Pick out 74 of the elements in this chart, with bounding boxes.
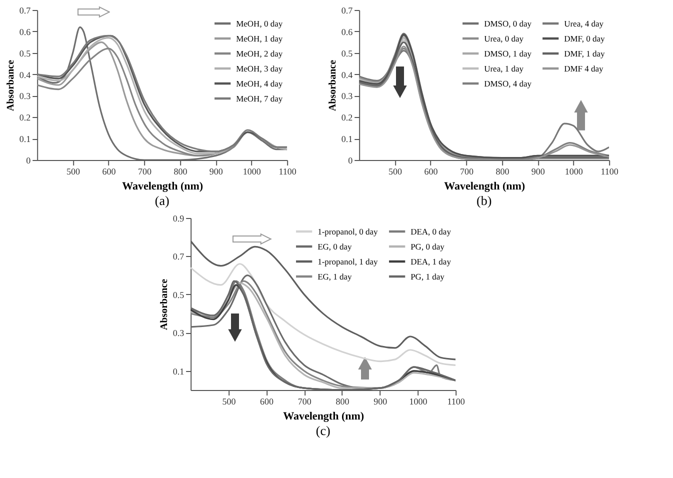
legend-label: MeOH, 3 day xyxy=(236,64,284,74)
legend-label: DEA, 1 day xyxy=(410,256,452,266)
x-tick-label: 1100 xyxy=(447,396,466,406)
x-tick-label: 600 xyxy=(260,396,274,406)
legend-label: MeOH, 2 day xyxy=(236,48,284,58)
x-tick-label: 800 xyxy=(336,396,350,406)
legend-label: 1-propanol, 1 day xyxy=(318,256,379,266)
legend-label: Urea, 1 day xyxy=(484,64,524,74)
legend-label: 1-propanol, 0 day xyxy=(318,226,379,236)
x-tick-label: 900 xyxy=(531,166,546,176)
x-tick-label: 500 xyxy=(222,396,236,406)
legend-label: DMSO, 1 day xyxy=(484,48,532,58)
y-tick-label: 0.4 xyxy=(341,70,354,80)
y-tick-label: 0.3 xyxy=(19,91,32,102)
text: (c) xyxy=(316,423,330,438)
x-tick-label: 1000 xyxy=(409,396,428,406)
legend-label: DMF 4 day xyxy=(564,64,604,74)
x-tick-label: 500 xyxy=(66,166,81,176)
x-tick-label: 900 xyxy=(209,166,224,176)
y-tick-label: 0 xyxy=(348,156,354,166)
legend-label: DEA, 0 day xyxy=(410,226,452,236)
y-tick-label: 0.2 xyxy=(341,112,353,123)
legend-label: DMSO, 4 day xyxy=(484,78,532,88)
text: (b) xyxy=(476,193,492,208)
x-tick-label: 800 xyxy=(496,166,510,176)
y-tick-label: 0.7 xyxy=(19,6,32,16)
x-tick-label: 1100 xyxy=(278,166,297,176)
y-tick-label: 0.1 xyxy=(19,134,31,144)
legend-label: EG, 1 day xyxy=(318,272,353,282)
y-tick-label: 0 xyxy=(26,156,32,166)
text: (a) xyxy=(154,193,170,208)
y-tick-label: 0.1 xyxy=(172,366,184,376)
x-tick-label: 600 xyxy=(102,166,116,176)
y-tick-label: 0.7 xyxy=(172,252,185,262)
legend-label: MeOH, 0 day xyxy=(236,18,284,28)
legend-label: Urea, 0 day xyxy=(484,34,524,44)
legend-label: MeOH, 4 day xyxy=(236,78,284,88)
x-axis-title: Wavelength (nm) xyxy=(122,180,204,192)
legend-label: DMF, 1 day xyxy=(564,48,606,58)
legend-label: EG, 0 day xyxy=(318,242,353,252)
y-tick-label: 0.3 xyxy=(341,91,354,102)
x-tick-label: 1000 xyxy=(242,166,262,176)
legend-label: MeOH, 7 day xyxy=(236,94,284,104)
y-tick-label: 0.3 xyxy=(172,328,185,338)
x-axis-title: Wavelength (nm) xyxy=(283,410,364,422)
x-tick-label: 800 xyxy=(174,166,188,176)
x-tick-label: 700 xyxy=(138,166,152,176)
legend-label: DMF, 0 day xyxy=(564,34,606,44)
y-tick-label: 0.7 xyxy=(341,6,354,16)
x-axis-title: Wavelength (nm) xyxy=(444,180,526,192)
y-tick-label: 0.2 xyxy=(19,112,31,123)
legend-label: PG, 0 day xyxy=(410,242,446,252)
y-tick-label: 0.5 xyxy=(19,48,32,58)
x-tick-label: 1100 xyxy=(600,166,619,176)
y-tick-label: 0.6 xyxy=(19,26,32,37)
x-tick-label: 700 xyxy=(298,396,312,406)
y-axis-title: Absorbance xyxy=(5,59,16,112)
x-tick-label: 900 xyxy=(374,396,388,406)
x-tick-label: 1000 xyxy=(564,166,584,176)
x-tick-label: 500 xyxy=(388,166,403,176)
y-tick-label: 0.9 xyxy=(172,214,185,224)
legend-label: Urea, 4 day xyxy=(564,18,604,28)
legend-label: MeOH, 1 day xyxy=(236,34,284,44)
y-tick-label: 0.1 xyxy=(341,134,353,144)
x-tick-label: 600 xyxy=(424,166,438,176)
y-tick-label: 0.4 xyxy=(19,70,32,80)
legend-label: PG, 1 day xyxy=(410,272,446,282)
y-tick-label: 0.6 xyxy=(341,26,354,37)
y-axis-title: Absorbance xyxy=(158,278,170,330)
y-tick-label: 0.5 xyxy=(341,48,354,58)
legend-label: DMSO, 0 day xyxy=(484,18,532,28)
y-axis-title: Absorbance xyxy=(327,59,338,112)
y-tick-label: 0.5 xyxy=(172,290,185,300)
x-tick-label: 700 xyxy=(460,166,474,176)
